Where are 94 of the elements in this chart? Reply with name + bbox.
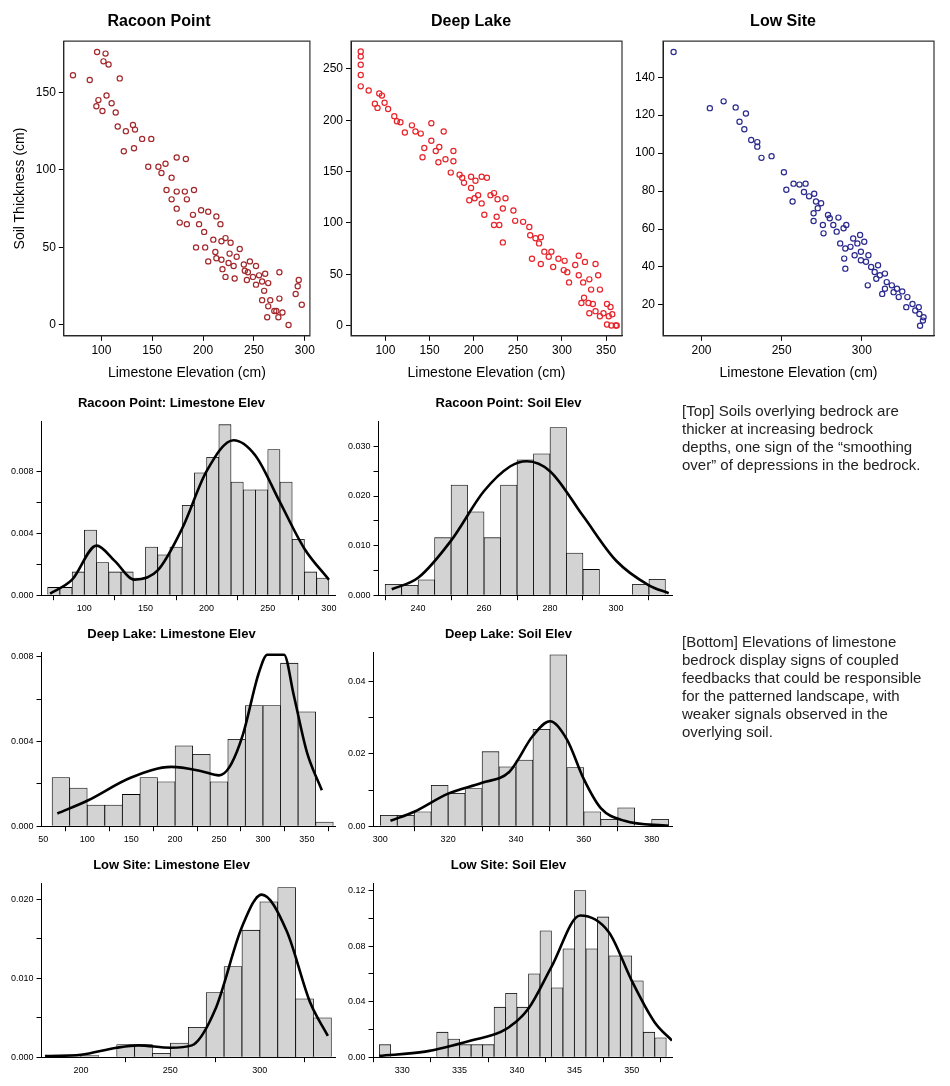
y-tick-label: 0.000 <box>10 1051 34 1062</box>
y-tick-label: 150 <box>35 84 57 99</box>
chart-title: Low Site: Limestone Elev <box>93 857 251 873</box>
x-tick-label: 250 <box>243 343 265 358</box>
x-tick-label: 200 <box>73 1065 89 1076</box>
x-tick-label: 300 <box>255 834 271 845</box>
y-tick-label: 20 <box>641 297 656 312</box>
y-tick-label: 0.04 <box>347 996 366 1007</box>
x-tick-label: 100 <box>79 834 95 845</box>
x-tick-label: 150 <box>419 343 440 358</box>
y-tick-label: 0.008 <box>10 465 34 476</box>
x-tick-label: 300 <box>372 834 388 845</box>
x-tick-label: 360 <box>576 834 592 845</box>
x-axis-title: Limestone Elevation (cm) <box>107 364 266 381</box>
y-tick-label: 0.00 <box>347 820 366 831</box>
x-axis-title: Limestone Elevation (cm) <box>719 364 878 381</box>
y-tick-label: 0.00 <box>347 1051 366 1062</box>
x-tick-label: 340 <box>508 834 524 845</box>
y-axis-title: Soil Thickness (cm) <box>11 127 28 250</box>
y-tick-label: 0.020 <box>347 490 371 501</box>
chart-title: Low Site <box>750 12 816 30</box>
y-tick-label: 100 <box>634 145 656 160</box>
y-tick-label: 100 <box>322 215 344 230</box>
x-tick-label: 200 <box>167 834 183 845</box>
x-tick-label: 300 <box>294 343 316 358</box>
y-tick-label: 100 <box>35 162 57 177</box>
x-tick-label: 335 <box>452 1065 468 1076</box>
text: [Top] Soils overlying bedrock are thicker at increasing bedrock depths, one sign of the “smoothing over” of depressions in the bedrock. <box>682 402 922 474</box>
y-tick-label: 0.010 <box>347 540 371 551</box>
x-tick-label: 300 <box>851 343 873 358</box>
x-tick-label: 350 <box>624 1065 640 1076</box>
x-tick-label: 340 <box>509 1065 525 1076</box>
x-tick-label: 300 <box>321 603 337 614</box>
y-tick-label: 0.004 <box>10 527 34 538</box>
chart-title: Deep Lake: Limestone Elev <box>87 626 257 642</box>
y-tick-label: 0.000 <box>347 589 371 600</box>
x-tick-label: 250 <box>211 834 227 845</box>
chart-title: Racoon Point <box>107 12 212 30</box>
text: [Bottom] Elevations of limestone bedrock display signs of coupled feedbacks that could be responsible for the patterned landscape, with weaker signals observed in the overlying soil. <box>682 633 922 741</box>
y-tick-label: 0.02 <box>347 748 366 759</box>
y-tick-label: 0.008 <box>10 651 34 662</box>
y-tick-label: 0.08 <box>347 940 366 951</box>
x-tick-label: 200 <box>691 343 712 358</box>
y-tick-label: 40 <box>641 259 656 274</box>
y-tick-label: 0.010 <box>10 972 34 983</box>
x-tick-label: 150 <box>137 603 153 614</box>
x-tick-label: 300 <box>608 603 624 614</box>
y-tick-label: 0.000 <box>10 820 34 831</box>
y-tick-label: 0.004 <box>10 736 34 746</box>
y-tick-label: 0.04 <box>347 676 366 687</box>
x-tick-label: 250 <box>260 603 276 614</box>
y-tick-label: 150 <box>322 163 344 178</box>
chart-title: Racoon Point: Soil Elev <box>435 395 583 411</box>
chart-title: Deep Lake: Soil Elev <box>444 626 573 642</box>
x-tick-label: 100 <box>91 343 112 358</box>
y-tick-label: 140 <box>634 69 656 84</box>
y-tick-label: 50 <box>329 266 344 281</box>
y-tick-label: 80 <box>641 183 656 198</box>
x-tick-label: 250 <box>507 343 529 358</box>
x-tick-label: 250 <box>162 1065 178 1076</box>
x-axis-title: Limestone Elevation (cm) <box>407 364 566 381</box>
x-tick-label: 345 <box>566 1065 582 1076</box>
x-tick-label: 380 <box>644 834 660 845</box>
chart-title: Deep Lake <box>430 12 512 30</box>
y-tick-label: 250 <box>322 61 344 76</box>
x-tick-label: 260 <box>476 603 492 614</box>
x-tick-label: 200 <box>193 343 214 358</box>
x-tick-label: 100 <box>375 343 396 358</box>
y-tick-label: 0 <box>49 317 57 332</box>
chart-title: Low Site: Soil Elev <box>450 857 568 873</box>
x-tick-label: 330 <box>394 1065 410 1076</box>
x-tick-label: 150 <box>123 834 139 845</box>
x-tick-label: 300 <box>252 1065 268 1076</box>
y-tick-label: 0.12 <box>347 885 366 896</box>
y-tick-label: 200 <box>322 112 344 127</box>
y-tick-label: 0.020 <box>10 893 34 904</box>
x-tick-label: 250 <box>771 343 793 358</box>
y-tick-label: 50 <box>42 239 57 254</box>
y-tick-label: 60 <box>641 221 656 236</box>
y-tick-label: 0.030 <box>347 440 371 451</box>
x-tick-label: 100 <box>76 603 92 614</box>
x-tick-label: 200 <box>199 603 215 614</box>
chart-title: Racoon Point: Limestone Elev <box>77 395 266 411</box>
x-tick-label: 320 <box>440 834 456 845</box>
x-tick-label: 350 <box>299 834 315 845</box>
x-tick-label: 240 <box>410 603 426 614</box>
x-tick-label: 300 <box>551 343 573 358</box>
x-tick-label: 280 <box>542 603 558 614</box>
x-tick-label: 200 <box>463 343 485 358</box>
x-tick-label: 350 <box>596 343 617 358</box>
x-tick-label: 150 <box>142 343 163 358</box>
y-tick-label: 0.000 <box>10 589 34 600</box>
y-tick-label: 120 <box>634 107 656 122</box>
y-tick-label: 0 <box>336 317 344 332</box>
